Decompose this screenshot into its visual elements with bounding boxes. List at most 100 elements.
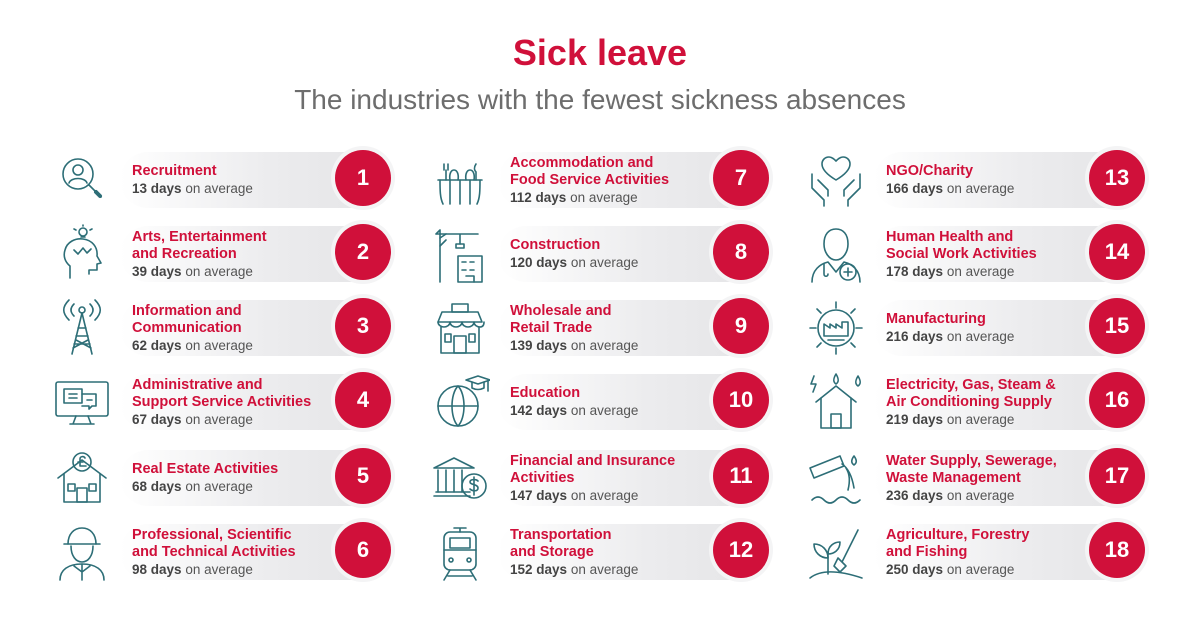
days-count: 98 days	[132, 561, 182, 577]
globe-graduation-icon	[430, 372, 491, 432]
industry-name: Wholesale and Retail Trade	[510, 302, 612, 336]
industry-text: Education 142 days on average	[510, 370, 720, 434]
rank-badge: 16	[1089, 372, 1145, 428]
industry-name: Recruitment	[132, 163, 217, 179]
magnifier-person-icon	[52, 150, 112, 210]
rank-badge: 7	[713, 150, 769, 206]
days-count: 139 days	[510, 337, 568, 353]
days-count: 112 days	[510, 189, 567, 205]
industry-text: Real Estate Activities 68 days on average	[132, 446, 342, 510]
industry-days: 62 days on average	[132, 337, 342, 354]
industry-name: Transportation and Storage	[510, 526, 612, 560]
rank-badge: 6	[335, 522, 391, 578]
days-count: 120 days	[510, 255, 568, 270]
doctor-icon	[806, 224, 866, 284]
industry-name: NGO/Charity	[886, 163, 974, 179]
industry-card: Wholesale and Retail Trade 139 days on av…	[430, 296, 770, 360]
days-suffix: on average	[185, 479, 253, 494]
industry-card: Construction 120 days on average 8	[430, 222, 770, 286]
days-count: 236 days	[886, 487, 944, 503]
gear-factory-icon	[806, 298, 866, 358]
days-suffix: on average	[946, 411, 1015, 427]
industry-name: Real Estate Activities	[132, 461, 279, 477]
house-pound-icon	[52, 448, 112, 508]
industry-card: NGO/Charity 166 days on average 13	[806, 148, 1146, 212]
dining-table-icon	[430, 150, 490, 210]
industry-days: 152 days on average	[510, 561, 720, 578]
rank-badge: 14	[1089, 224, 1145, 280]
days-suffix: on average	[570, 189, 638, 205]
industry-name: Accommodation and Food Service Activitie…	[510, 154, 670, 188]
industry-days: 166 days on average	[886, 180, 1096, 197]
industry-text: Information and Communication 62 days on …	[132, 296, 342, 360]
days-suffix: on average	[185, 263, 253, 279]
days-count: 216 days	[886, 329, 944, 344]
industry-days: 67 days on average	[132, 411, 342, 428]
plant-shovel-icon	[806, 522, 866, 582]
industry-days: 139 days on average	[510, 337, 720, 354]
industry-days: 147 days on average	[510, 487, 720, 504]
industry-days: 219 days on average	[886, 411, 1096, 428]
rank-badge: 13	[1089, 150, 1145, 206]
page-subtitle: The industries with the fewest sickness …	[294, 84, 906, 115]
industry-card: Transportation and Storage 152 days on av…	[430, 520, 770, 584]
days-count: 39 days	[132, 263, 182, 279]
industry-days: 112 days on average	[510, 189, 720, 206]
creative-head-icon	[52, 224, 112, 284]
industry-card: Information and Communication 62 days on …	[52, 296, 392, 360]
days-count: 178 days	[886, 263, 944, 279]
days-count: 147 days	[510, 487, 568, 503]
industry-name: Construction	[510, 237, 601, 253]
rank-badge: 1	[335, 150, 391, 206]
shop-icon	[430, 298, 490, 358]
rank-badge: 9	[713, 298, 769, 354]
industry-days: 250 days on average	[886, 561, 1096, 578]
days-count: 166 days	[886, 181, 944, 196]
industry-card: Recruitment 13 days on average 1	[52, 148, 392, 212]
industry-card: Financial and Insurance Activities 147 da…	[430, 446, 770, 510]
days-count: 67 days	[132, 411, 182, 427]
industry-text: Wholesale and Retail Trade 139 days on av…	[510, 296, 720, 360]
rank-badge: 12	[713, 522, 769, 578]
rank-badge: 18	[1089, 522, 1145, 578]
page-title: Sick leave	[512, 32, 688, 73]
industry-text: Financial and Insurance Activities 147 da…	[510, 446, 720, 510]
industry-name: Arts, Entertainment and Recreation	[132, 228, 267, 262]
monitor-chat-icon	[52, 372, 112, 432]
industry-card: Arts, Entertainment and Recreation 39 day…	[52, 222, 392, 286]
radio-tower-icon	[52, 298, 112, 358]
industry-days: 98 days on average	[132, 561, 342, 578]
industry-card: Manufacturing 216 days on average 15	[806, 296, 1146, 360]
days-count: 219 days	[886, 411, 944, 427]
days-count: 250 days	[886, 561, 944, 577]
industry-text: Administrative and Support Service Activ…	[132, 370, 342, 434]
industry-days: 120 days on average	[510, 254, 720, 271]
industry-name: Human Health and Social Work Activities	[886, 228, 1037, 262]
industry-text: Water Supply, Sewerage, Waste Management…	[886, 446, 1096, 510]
industry-card: Administrative and Support Service Activ…	[52, 370, 392, 434]
days-suffix: on average	[185, 337, 253, 353]
days-suffix: on average	[946, 561, 1015, 577]
days-suffix: on average	[570, 337, 639, 353]
crane-building-icon	[430, 224, 490, 284]
industry-days: 68 days on average	[132, 478, 342, 495]
days-suffix: on average	[185, 411, 253, 427]
industry-name: Agriculture, Forestry and Fishing	[886, 526, 1030, 560]
industry-name: Electricity, Gas, Steam & Air Conditioni…	[886, 376, 1056, 410]
days-count: 62 days	[132, 337, 182, 353]
days-suffix: on average	[185, 561, 253, 577]
industry-days: 178 days on average	[886, 263, 1096, 280]
industry-card: Agriculture, Forestry and Fishing 250 day…	[806, 520, 1146, 584]
days-suffix: on average	[946, 263, 1015, 279]
industry-card: Human Health and Social Work Activities 1…	[806, 222, 1146, 286]
days-count: 142 days	[510, 403, 568, 418]
rank-badge: 3	[335, 298, 391, 354]
rank-badge: 5	[335, 448, 391, 504]
rank-badge: 11	[713, 448, 769, 504]
bank-dollar-icon	[430, 448, 490, 508]
days-count: 13 days	[132, 181, 182, 196]
industry-name: Manufacturing	[886, 311, 986, 327]
industry-card: Electricity, Gas, Steam & Air Conditioni…	[806, 370, 1146, 434]
days-suffix: on average	[570, 487, 639, 503]
rank-badge: 2	[335, 224, 391, 280]
